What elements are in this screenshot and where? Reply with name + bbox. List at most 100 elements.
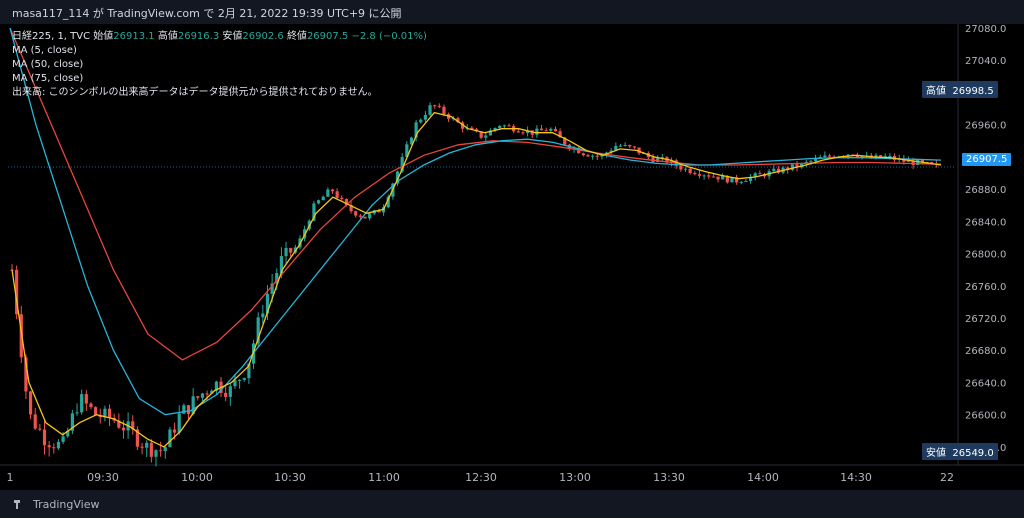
candle-body — [595, 155, 599, 157]
candle-body — [521, 132, 525, 134]
candle-body — [38, 428, 42, 430]
candle-body — [247, 363, 251, 379]
candle-body — [289, 248, 293, 253]
candle-body — [233, 380, 237, 387]
candle-body — [409, 137, 414, 145]
candle-body — [442, 106, 446, 115]
candle-body — [855, 155, 859, 158]
candle-body — [261, 313, 265, 318]
candle-body — [920, 159, 925, 163]
candle-body — [163, 447, 167, 452]
candle-body — [744, 181, 748, 183]
candle-body — [33, 414, 37, 429]
candle-body — [145, 442, 149, 448]
candle-body — [191, 396, 195, 414]
candle-body — [66, 430, 70, 437]
candle-body — [725, 175, 729, 183]
candle-body — [377, 210, 381, 213]
candle-body — [888, 155, 892, 157]
candle-body — [693, 173, 697, 175]
candle-body — [776, 168, 781, 173]
y-tick-label: 26840.0 — [965, 217, 1006, 228]
candle-body — [656, 158, 660, 162]
candle-body — [149, 442, 153, 457]
candle-body — [224, 392, 228, 397]
ma75-legend[interactable]: MA (75, close) — [12, 73, 84, 84]
candle-body — [916, 159, 920, 166]
candle-body — [94, 407, 98, 416]
candle-body — [84, 394, 88, 404]
candle-body — [349, 205, 353, 212]
volume-note: 出来高: このシンボルの出来高データはデータ提供元から提供されておりません。 — [12, 87, 378, 98]
candle-body — [159, 450, 163, 452]
candle-body — [460, 122, 465, 129]
x-tick-label: 10:30 — [274, 471, 306, 484]
candle-body — [61, 436, 65, 442]
last-price-tag: 26907.5 — [962, 153, 1012, 166]
candle-body — [586, 155, 590, 157]
candle-body — [15, 269, 19, 315]
candle-body — [860, 156, 864, 158]
candle-body — [182, 405, 186, 414]
y-tick-label: 26680.0 — [965, 346, 1006, 357]
candle-body — [330, 189, 335, 192]
candle-body — [823, 155, 827, 158]
candle-body — [414, 122, 418, 138]
candle-body — [433, 105, 437, 107]
candle-body — [456, 118, 460, 123]
open-value: 26913.1 — [113, 31, 155, 42]
candle-body — [400, 156, 404, 172]
y-tick-label: 26800.0 — [965, 250, 1006, 261]
candle-body — [479, 131, 483, 138]
candle-body — [75, 412, 79, 414]
candle-body — [748, 176, 753, 182]
candle-body — [539, 128, 544, 131]
candle-body — [498, 126, 502, 129]
open-label: 始値 — [93, 31, 114, 42]
x-tick-label: 14:00 — [747, 471, 779, 484]
candle-body — [493, 128, 497, 131]
tradingview-logo-icon — [14, 500, 28, 509]
candle-body — [883, 156, 887, 158]
candle-body — [200, 393, 205, 398]
low-tag-value: 26549.0 — [952, 448, 994, 459]
low-tag-label: 安値 — [926, 448, 946, 459]
candle-body — [739, 181, 743, 183]
candle-body — [702, 175, 706, 177]
brand-name: TradingView — [33, 498, 100, 511]
candle-body — [544, 130, 548, 132]
ma5-legend[interactable]: MA (5, close) — [12, 45, 77, 56]
candle-body — [326, 189, 330, 197]
high-value: 26916.3 — [177, 31, 220, 42]
candle-body — [614, 145, 618, 151]
x-tick-label: 13:30 — [653, 471, 685, 484]
close-label: 終値 — [286, 31, 307, 42]
candle-body — [279, 256, 284, 274]
y-tick-label: 26880.0 — [965, 185, 1006, 196]
y-tick-label: 26640.0 — [965, 378, 1006, 389]
candle-body — [707, 175, 711, 177]
candle-body — [563, 137, 567, 145]
y-tick-label: 26760.0 — [965, 282, 1006, 293]
candle-body — [265, 293, 270, 314]
candle-body — [89, 403, 93, 408]
last-price-value: 26907.5 — [966, 154, 1008, 165]
candle-body — [56, 441, 61, 449]
x-tick-label: 12:30 — [465, 471, 497, 484]
candle-body — [730, 177, 734, 183]
candle-body — [335, 191, 339, 198]
candle-body — [577, 148, 581, 154]
ma50-legend[interactable]: MA (50, close) — [12, 59, 84, 70]
candle-body — [354, 211, 358, 216]
low-value: 26902.6 — [242, 31, 284, 42]
publish-info: masa117_114 が TradingView.com で 2月 21, 2… — [12, 7, 402, 20]
tradingview-brand[interactable]: TradingView — [14, 498, 99, 511]
candle-body — [502, 125, 506, 127]
candle-body — [804, 161, 808, 164]
candle-body — [228, 386, 232, 397]
chart-legend: 日経225, 1, TVC 始値26913.1 高値26916.3 安値2690… — [12, 30, 427, 100]
candle-body — [484, 135, 488, 138]
candle-body — [214, 381, 218, 391]
candle-body — [368, 213, 372, 219]
candle-body — [581, 153, 585, 156]
